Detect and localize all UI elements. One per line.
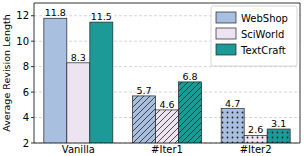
x-axis — [34, 143, 300, 144]
legend-swatch — [216, 44, 236, 55]
data-label: 11.8 — [45, 7, 66, 18]
x-tick-label: #Iter1 — [151, 144, 183, 155]
y-tick-label: 10 — [16, 36, 29, 47]
y-tick — [31, 41, 34, 42]
y-tick-label: 4 — [23, 112, 29, 123]
bar — [221, 109, 244, 143]
bar — [133, 96, 156, 143]
y-tick-label: 2 — [23, 138, 29, 149]
bar — [244, 135, 267, 143]
legend-label: SciWorld — [241, 29, 284, 40]
bar — [44, 18, 67, 143]
data-label: 11.5 — [91, 11, 112, 22]
bar — [179, 82, 202, 143]
data-label: 8.3 — [71, 52, 86, 63]
y-tick — [31, 92, 34, 93]
chart: 2 4 6 8 10 12 Average Revision Length Vanilla 11… — [0, 0, 304, 156]
x-tick-label: #Iter2 — [240, 144, 272, 155]
bar — [156, 110, 179, 143]
legend: WebShop SciWorld TextCraft — [211, 6, 297, 66]
y-tick-label: 12 — [16, 10, 29, 21]
y-axis — [34, 3, 35, 143]
bar — [267, 129, 290, 143]
data-label: 2.6 — [248, 124, 263, 135]
bar — [67, 63, 90, 143]
data-label: 4.6 — [159, 99, 174, 110]
bars — [44, 18, 290, 143]
legend-box — [211, 6, 297, 66]
frame-right — [300, 3, 301, 143]
y-axis-label: Average Revision Length — [1, 14, 12, 132]
data-label: 4.7 — [225, 98, 240, 109]
y-tick-label: 6 — [23, 87, 29, 98]
data-label: 5.7 — [136, 85, 151, 96]
bar — [90, 22, 113, 143]
data-label: 6.8 — [182, 71, 197, 82]
frame-top — [34, 3, 300, 4]
y-tick — [31, 15, 34, 16]
y-tick-label: 8 — [23, 61, 29, 72]
legend-swatch — [216, 12, 236, 23]
y-tick — [31, 66, 34, 67]
x-tick-label: Vanilla — [62, 144, 95, 155]
y-tick — [31, 143, 34, 144]
legend-swatch — [216, 28, 236, 39]
y-tick — [31, 117, 34, 118]
legend-label: TextCraft — [240, 45, 286, 56]
data-label: 3.1 — [271, 118, 286, 129]
grid-line — [34, 143, 300, 144]
legend-label: WebShop — [241, 13, 288, 24]
